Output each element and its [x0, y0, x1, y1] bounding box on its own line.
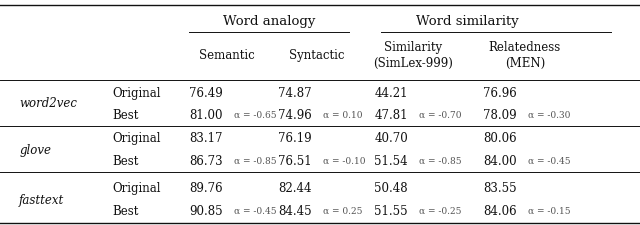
Text: 76.51: 76.51: [278, 154, 312, 167]
Text: 80.06: 80.06: [483, 132, 517, 145]
Text: α = -0.70: α = -0.70: [419, 110, 461, 119]
Text: 40.70: 40.70: [374, 132, 408, 145]
Text: Original: Original: [112, 181, 161, 194]
Text: 90.85: 90.85: [189, 204, 223, 217]
Text: 51.54: 51.54: [374, 154, 408, 167]
Text: 74.87: 74.87: [278, 87, 312, 100]
Text: 47.81: 47.81: [374, 108, 408, 121]
Text: Original: Original: [112, 132, 161, 145]
Text: α = -0.85: α = -0.85: [234, 156, 276, 165]
Text: fasttext: fasttext: [19, 193, 65, 206]
Text: α = 0.10: α = 0.10: [323, 110, 363, 119]
Text: Word analogy: Word analogy: [223, 15, 315, 28]
Text: α = -0.85: α = -0.85: [419, 156, 462, 165]
Text: 84.06: 84.06: [483, 204, 517, 217]
Text: Best: Best: [112, 204, 138, 217]
Text: 82.44: 82.44: [278, 181, 312, 194]
Text: 44.21: 44.21: [374, 87, 408, 100]
Text: α = -0.15: α = -0.15: [528, 206, 571, 215]
Text: Relatedness
(MEN): Relatedness (MEN): [489, 41, 561, 70]
Text: α = -0.10: α = -0.10: [323, 156, 365, 165]
Text: 86.73: 86.73: [189, 154, 223, 167]
Text: Word similarity: Word similarity: [416, 15, 518, 28]
Text: α = -0.25: α = -0.25: [419, 206, 461, 215]
Text: Best: Best: [112, 108, 138, 121]
Text: 84.45: 84.45: [278, 204, 312, 217]
Text: Similarity
(SimLex-999): Similarity (SimLex-999): [373, 41, 452, 70]
Text: Best: Best: [112, 154, 138, 167]
Text: α = -0.45: α = -0.45: [528, 156, 571, 165]
Text: α = 0.25: α = 0.25: [323, 206, 363, 215]
Text: 51.55: 51.55: [374, 204, 408, 217]
Text: 89.76: 89.76: [189, 181, 223, 194]
Text: glove: glove: [19, 143, 51, 156]
Text: 76.19: 76.19: [278, 132, 312, 145]
Text: α = -0.45: α = -0.45: [234, 206, 276, 215]
Text: 83.55: 83.55: [483, 181, 517, 194]
Text: 76.49: 76.49: [189, 87, 223, 100]
Text: 84.00: 84.00: [483, 154, 517, 167]
Text: α = -0.65: α = -0.65: [234, 110, 276, 119]
Text: 81.00: 81.00: [189, 108, 222, 121]
Text: 78.09: 78.09: [483, 108, 517, 121]
Text: Semantic: Semantic: [199, 49, 255, 62]
Text: 83.17: 83.17: [189, 132, 222, 145]
Text: 50.48: 50.48: [374, 181, 408, 194]
Text: 74.96: 74.96: [278, 108, 312, 121]
Text: α = -0.30: α = -0.30: [528, 110, 570, 119]
Text: 76.96: 76.96: [483, 87, 517, 100]
Text: word2vec: word2vec: [19, 97, 77, 110]
Text: Syntactic: Syntactic: [289, 49, 344, 62]
Text: Original: Original: [112, 87, 161, 100]
